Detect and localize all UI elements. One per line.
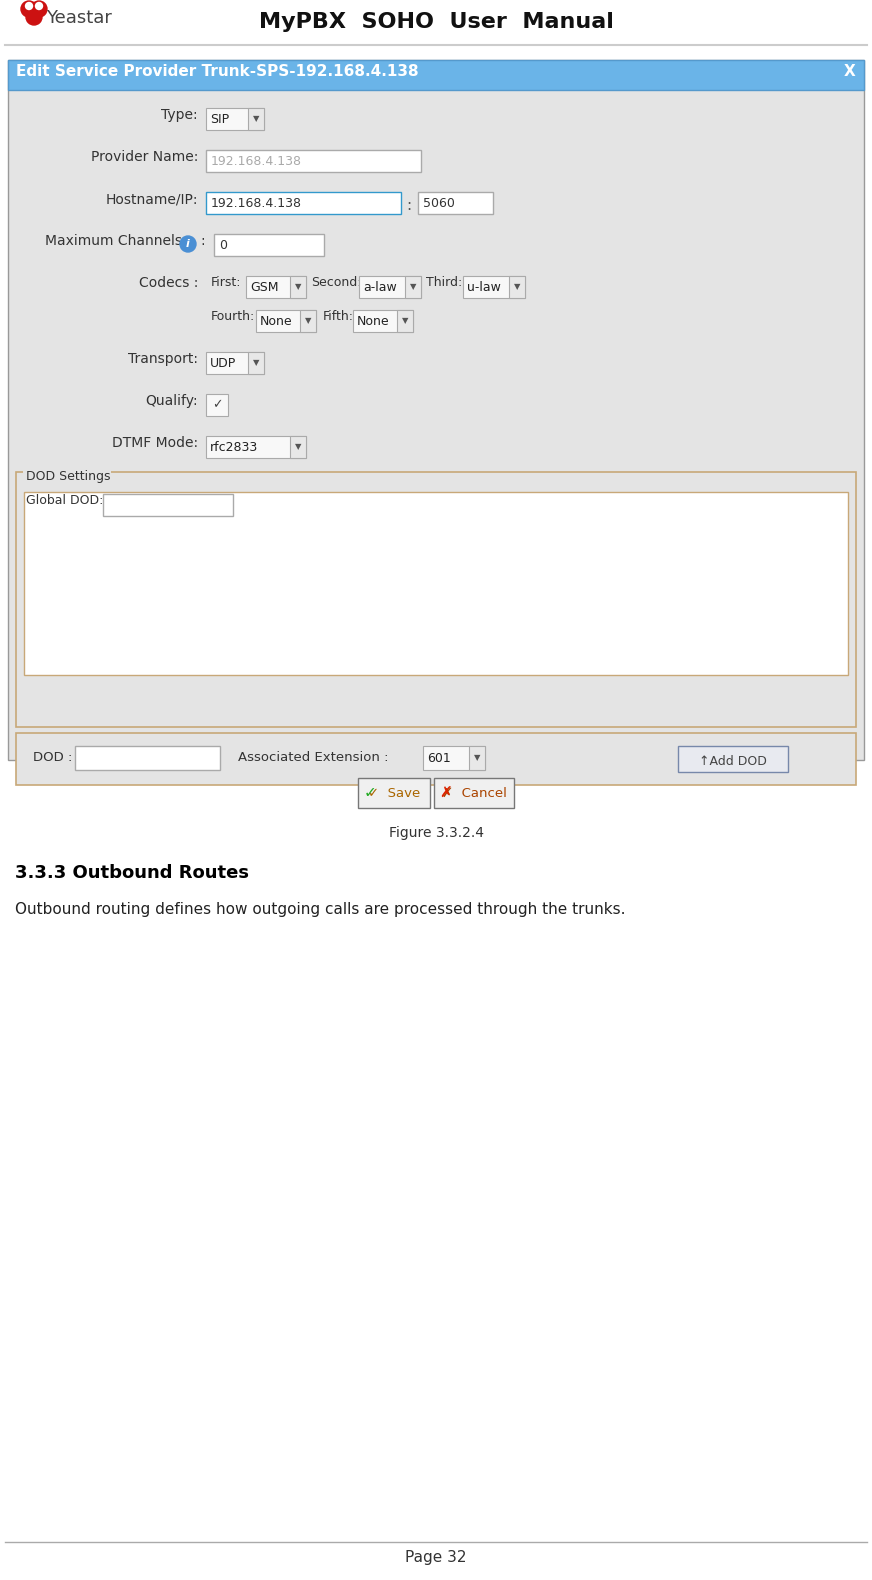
Text: UDP: UDP (210, 357, 236, 370)
Bar (423, 746, 485, 769)
Bar (418, 193, 493, 213)
Bar (463, 276, 525, 299)
Text: 5060: 5060 (423, 196, 455, 210)
Text: Fifth:: Fifth: (323, 310, 354, 322)
Bar (16, 733, 856, 785)
Bar (206, 393, 228, 416)
Bar (246, 276, 306, 299)
Text: :: : (406, 198, 411, 212)
Text: ↑Add DOD: ↑Add DOD (699, 755, 767, 768)
Text: X: X (844, 65, 856, 79)
Text: Second:: Second: (311, 276, 362, 289)
Text: DOD :: DOD : (33, 750, 72, 765)
Bar (290, 436, 306, 458)
Bar (353, 310, 413, 332)
Text: DTMF Mode:: DTMF Mode: (112, 436, 198, 450)
Text: ▼: ▼ (514, 283, 521, 291)
Text: ▼: ▼ (295, 442, 301, 452)
Bar (206, 352, 264, 374)
Bar (103, 495, 233, 517)
Circle shape (31, 2, 47, 17)
Text: Qualify:: Qualify: (146, 393, 198, 408)
Text: a-law: a-law (363, 281, 397, 294)
Text: ▼: ▼ (295, 283, 301, 291)
Text: ✓  Save: ✓ Save (368, 787, 420, 799)
Circle shape (26, 9, 42, 25)
Bar (290, 276, 306, 299)
Text: u-law: u-law (467, 281, 501, 294)
Text: 192.168.4.138: 192.168.4.138 (211, 155, 302, 167)
Text: 0: 0 (219, 239, 227, 251)
Text: rfc2833: rfc2833 (210, 441, 258, 453)
Bar (75, 746, 220, 769)
Bar (405, 276, 421, 299)
Text: Codecs :: Codecs : (139, 276, 198, 291)
Circle shape (21, 2, 37, 17)
Text: 601: 601 (427, 752, 451, 765)
Bar (248, 352, 264, 374)
Text: Global DOD:: Global DOD: (26, 495, 104, 507)
Text: Outbound routing defines how outgoing calls are processed through the trunks.: Outbound routing defines how outgoing ca… (15, 902, 625, 916)
Text: 3.3.3 Outbound Routes: 3.3.3 Outbound Routes (15, 864, 249, 882)
Text: Hostname/IP:: Hostname/IP: (106, 193, 198, 205)
Circle shape (180, 235, 196, 251)
Text: Yeastar: Yeastar (46, 9, 112, 27)
Text: Maximum Channels: Maximum Channels (45, 234, 182, 248)
Bar (434, 777, 514, 807)
Text: Transport:: Transport: (128, 352, 198, 367)
Bar (16, 472, 856, 727)
Text: None: None (260, 314, 293, 327)
Bar (509, 276, 525, 299)
Text: ▼: ▼ (304, 316, 311, 325)
Text: None: None (357, 314, 390, 327)
Bar (206, 436, 306, 458)
Bar (248, 107, 264, 130)
Text: First:: First: (211, 276, 242, 289)
Bar (678, 746, 788, 773)
Text: ▼: ▼ (473, 754, 480, 763)
Text: ✗  Cancel: ✗ Cancel (441, 787, 507, 799)
Text: ▼: ▼ (253, 359, 259, 368)
Text: ▼: ▼ (410, 283, 416, 291)
Text: ✓: ✓ (212, 398, 222, 411)
Text: Figure 3.3.2.4: Figure 3.3.2.4 (389, 826, 483, 841)
Bar (359, 276, 421, 299)
Text: ▼: ▼ (253, 114, 259, 123)
Text: i: i (186, 239, 190, 250)
Bar (214, 234, 324, 256)
Text: ✓: ✓ (364, 785, 377, 801)
Text: :: : (200, 234, 205, 248)
Bar (469, 746, 485, 769)
Bar (206, 193, 401, 213)
Circle shape (36, 3, 43, 9)
Text: Associated Extension :: Associated Extension : (238, 750, 389, 765)
Text: Provider Name:: Provider Name: (91, 150, 198, 164)
Bar (8, 60, 864, 90)
Text: MyPBX  SOHO  User  Manual: MyPBX SOHO User Manual (259, 13, 613, 32)
Bar (8, 60, 864, 760)
Text: DOD Settings: DOD Settings (26, 469, 111, 483)
Bar (256, 310, 316, 332)
Text: GSM: GSM (250, 281, 278, 294)
Text: ✗: ✗ (439, 785, 453, 801)
Bar (206, 150, 421, 172)
Text: SIP: SIP (210, 112, 229, 125)
Bar (358, 777, 430, 807)
Text: 192.168.4.138: 192.168.4.138 (211, 196, 302, 210)
Text: Edit Service Provider Trunk-SPS-192.168.4.138: Edit Service Provider Trunk-SPS-192.168.… (16, 65, 419, 79)
Text: ▼: ▼ (402, 316, 408, 325)
Text: Page 32: Page 32 (405, 1550, 467, 1566)
Text: Fourth:: Fourth: (211, 310, 255, 322)
Bar (300, 310, 316, 332)
Bar (206, 107, 264, 130)
Text: Third:: Third: (426, 276, 462, 289)
Text: Type:: Type: (161, 107, 198, 122)
Bar (24, 491, 848, 675)
Circle shape (25, 3, 32, 9)
Bar (397, 310, 413, 332)
Bar (23, 465, 111, 479)
